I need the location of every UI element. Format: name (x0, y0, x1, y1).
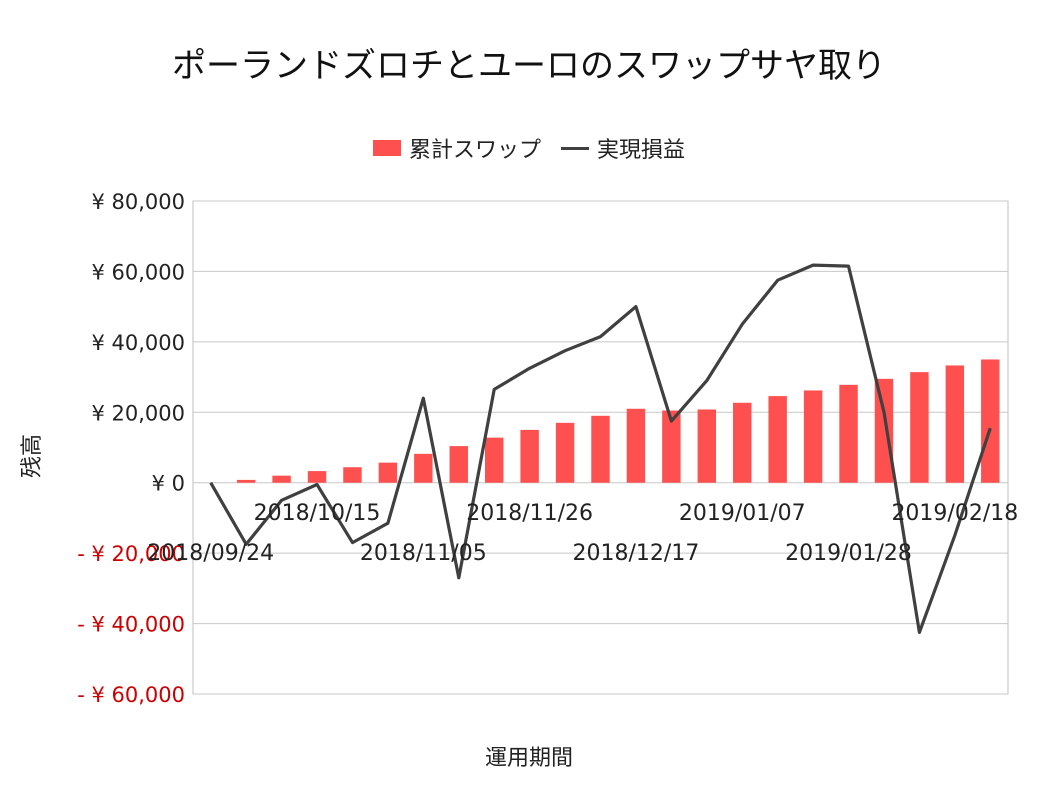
legend: 累計スワップ 実現損益 (0, 132, 1058, 164)
y-tick-label: ¥ 0 (152, 472, 185, 496)
y-tick-label: ¥ 40,000 (91, 331, 185, 355)
chart-title: ポーランドズロチとユーロのスワップサヤ取り (172, 46, 886, 86)
y-tick-label: - ¥ 40,000 (77, 613, 185, 637)
y-tick-label: ¥ 20,000 (91, 401, 185, 425)
pnl-line (209, 263, 992, 635)
bar (236, 479, 256, 483)
bar (343, 467, 362, 483)
bar (626, 408, 646, 483)
bar (484, 437, 504, 483)
legend-label-swap: 累計スワップ (408, 138, 541, 163)
legend-item-pnl: 実現損益 (561, 132, 685, 164)
x-tick-label: 2018/12/17 (573, 541, 700, 566)
bar (307, 471, 327, 483)
x-tick-label: 2018/09/24 (147, 541, 274, 566)
bar (414, 453, 433, 483)
bar (555, 422, 575, 483)
bar (520, 429, 539, 483)
bar (874, 378, 894, 483)
bar (697, 409, 717, 483)
bar (768, 396, 787, 483)
bar (981, 359, 1000, 483)
x-tick-label: 2018/11/05 (360, 541, 487, 566)
x-tick-label: 2019/02/18 (891, 501, 1018, 526)
y-axis-title: 残高 (20, 433, 45, 478)
bar (945, 365, 965, 483)
legend-item-swap: 累計スワップ (372, 132, 541, 164)
bar (803, 390, 823, 483)
bar (839, 384, 858, 483)
y-tick-label: - ¥ 20,000 (77, 542, 185, 566)
legend-swatch-line (561, 146, 589, 150)
bar (272, 475, 291, 483)
y-tick-label: ¥ 60,000 (91, 260, 185, 284)
legend-swatch-bar (372, 140, 401, 156)
y-tick-label: - ¥ 60,000 (77, 683, 185, 707)
x-axis-title: 運用期間 (484, 746, 573, 771)
x-tick-label: 2018/10/15 (254, 501, 381, 526)
bar (449, 446, 468, 483)
bar (378, 462, 398, 483)
bar (733, 402, 752, 483)
y-tick-label: ¥ 80,000 (91, 190, 185, 214)
bar (910, 372, 929, 483)
legend-label-pnl: 実現損益 (597, 138, 686, 163)
x-tick-label: 2019/01/28 (785, 541, 912, 566)
x-tick-label: 2018/11/26 (466, 501, 593, 526)
x-tick-label: 2019/01/07 (679, 501, 806, 526)
bar (662, 410, 681, 483)
bar (591, 415, 610, 483)
